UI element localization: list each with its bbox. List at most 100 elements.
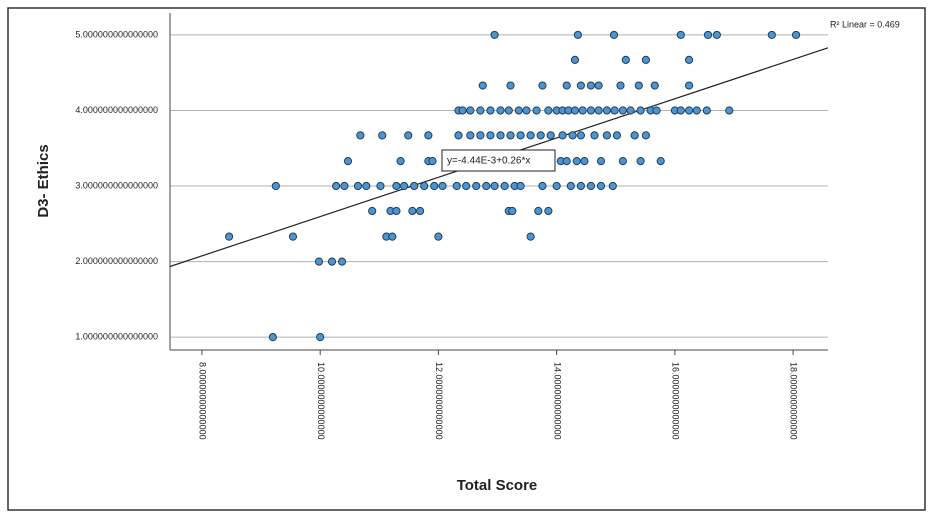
point [526, 232, 535, 241]
point [602, 106, 611, 115]
point [602, 131, 611, 140]
point [534, 206, 543, 216]
x-tick-label: 14.0000000000000 [552, 362, 562, 440]
point [703, 30, 713, 40]
point [486, 106, 495, 115]
point [570, 106, 580, 115]
point [392, 206, 401, 216]
point [225, 232, 234, 241]
point [630, 131, 639, 140]
point [314, 257, 324, 266]
point [562, 156, 571, 166]
point [368, 206, 377, 216]
point [692, 106, 701, 115]
point [558, 131, 567, 140]
point [618, 156, 627, 166]
point [400, 181, 409, 191]
point [340, 181, 349, 191]
point [590, 131, 599, 140]
point [408, 206, 417, 216]
point [337, 257, 347, 266]
y-axis-title: D3- Ethics [35, 144, 52, 217]
y-tick-label: 5.000000000000000 [75, 29, 158, 39]
point [610, 106, 619, 115]
point [641, 131, 651, 140]
point [684, 106, 694, 115]
point [568, 131, 577, 140]
x-tick-label: 10.0000000000000 [316, 362, 326, 440]
point [490, 181, 499, 191]
point [506, 131, 515, 140]
x-tick-label: 18.0000000000000 [789, 362, 799, 440]
point [576, 181, 585, 191]
point [546, 131, 555, 140]
point [522, 106, 531, 115]
point [725, 106, 734, 115]
point [472, 181, 481, 191]
point [626, 106, 635, 115]
point [476, 131, 485, 140]
point [573, 30, 583, 40]
point [424, 131, 433, 140]
point [452, 181, 461, 191]
point [410, 181, 419, 191]
point [538, 181, 547, 191]
point [576, 81, 585, 90]
point [612, 131, 622, 140]
point [271, 181, 280, 191]
point [396, 156, 405, 166]
x-tick-label: 12.0000000000000 [434, 362, 444, 440]
point [378, 131, 387, 140]
point [580, 156, 589, 166]
r2-label: R² Linear = 0.469 [830, 19, 900, 29]
point [544, 206, 553, 216]
point [676, 106, 685, 115]
point [404, 131, 413, 140]
point [434, 232, 443, 241]
y-tick-label: 4.000000000000000 [75, 105, 158, 115]
point [702, 106, 711, 115]
point [562, 81, 571, 90]
point [596, 156, 606, 166]
point [609, 30, 619, 40]
y-tick-label: 2.000000000000000 [75, 256, 158, 266]
point [596, 181, 606, 191]
point [504, 106, 513, 115]
point [392, 181, 401, 191]
point [544, 106, 553, 115]
x-tick-label: 8.00000000000000 [198, 362, 208, 440]
point [526, 131, 535, 140]
point [572, 156, 581, 166]
point [327, 257, 337, 266]
point [594, 106, 603, 115]
point [288, 232, 298, 241]
point [650, 81, 659, 90]
point [586, 181, 596, 191]
point [343, 156, 353, 166]
x-tick-label: 16.0000000000000 [671, 362, 681, 440]
frame [7, 7, 926, 511]
point [496, 131, 505, 140]
fit-label: y=-4.44E-3+0.26*x [447, 156, 530, 167]
point [652, 106, 661, 115]
point [684, 55, 694, 64]
point [516, 181, 525, 191]
point [586, 106, 596, 115]
point [586, 81, 596, 90]
point [538, 81, 547, 90]
point [514, 106, 523, 115]
point [791, 30, 801, 40]
point [466, 131, 475, 140]
y-tick-label: 3.000000000000000 [75, 180, 158, 190]
point [356, 131, 365, 140]
point [676, 30, 685, 40]
point [552, 181, 561, 191]
point [388, 232, 397, 241]
point [478, 81, 487, 90]
point [428, 156, 437, 166]
x-axis-title: Total Score [457, 477, 538, 494]
point [268, 333, 277, 342]
point [482, 181, 491, 191]
point [636, 156, 645, 166]
